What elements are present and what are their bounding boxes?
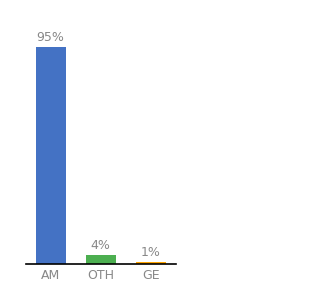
Bar (36, 47, 66, 264)
Text: 4%: 4% (91, 239, 111, 252)
Text: 1%: 1% (141, 246, 161, 259)
Text: 95%: 95% (37, 31, 65, 44)
Bar (136, 262, 166, 264)
Bar (86, 255, 116, 264)
